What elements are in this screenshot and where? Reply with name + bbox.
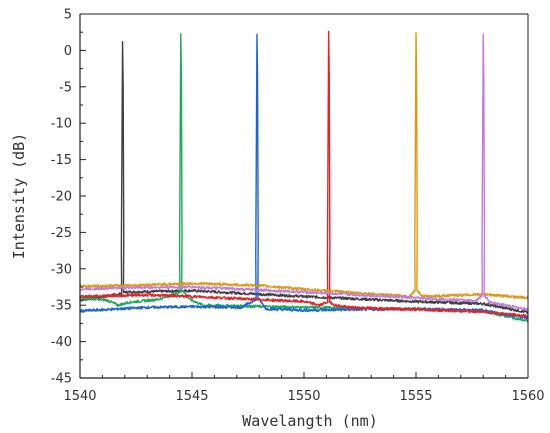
- y-tick-label: -15: [51, 153, 72, 168]
- y-tick-label: -40: [51, 335, 72, 350]
- series-line-4: [79, 30, 529, 318]
- series-layer: [79, 30, 529, 323]
- y-tick-label: -5: [59, 80, 72, 95]
- series-line-1: [79, 40, 529, 314]
- x-tick-label: 1550: [287, 389, 320, 404]
- x-axis-title: Wavelangth (nm): [242, 412, 377, 430]
- axes-layer: 5 0 -5 -10 -15 -20 -25 -30 -35 -40 -45 1540 1545 1550…: [51, 8, 545, 405]
- y-tick-label: -20: [51, 190, 72, 205]
- y-axis-title: Intensity (dB): [10, 133, 28, 259]
- y-tick-label: 0: [64, 44, 72, 59]
- series-line-5: [79, 32, 529, 300]
- y-tick-label: -45: [51, 372, 72, 387]
- y-tick-label: -10: [51, 117, 72, 132]
- y-tick-label: -30: [51, 262, 72, 277]
- x-tick-label: 1555: [399, 389, 432, 404]
- y-tick-label: 5: [64, 8, 72, 23]
- y-tick-label: -35: [51, 299, 72, 314]
- y-tick-label: -25: [51, 226, 72, 241]
- x-tick-label: 1560: [511, 389, 544, 404]
- x-tick-label: 1540: [63, 389, 96, 404]
- series-line-6: [79, 33, 529, 312]
- x-tick-label: 1545: [175, 389, 208, 404]
